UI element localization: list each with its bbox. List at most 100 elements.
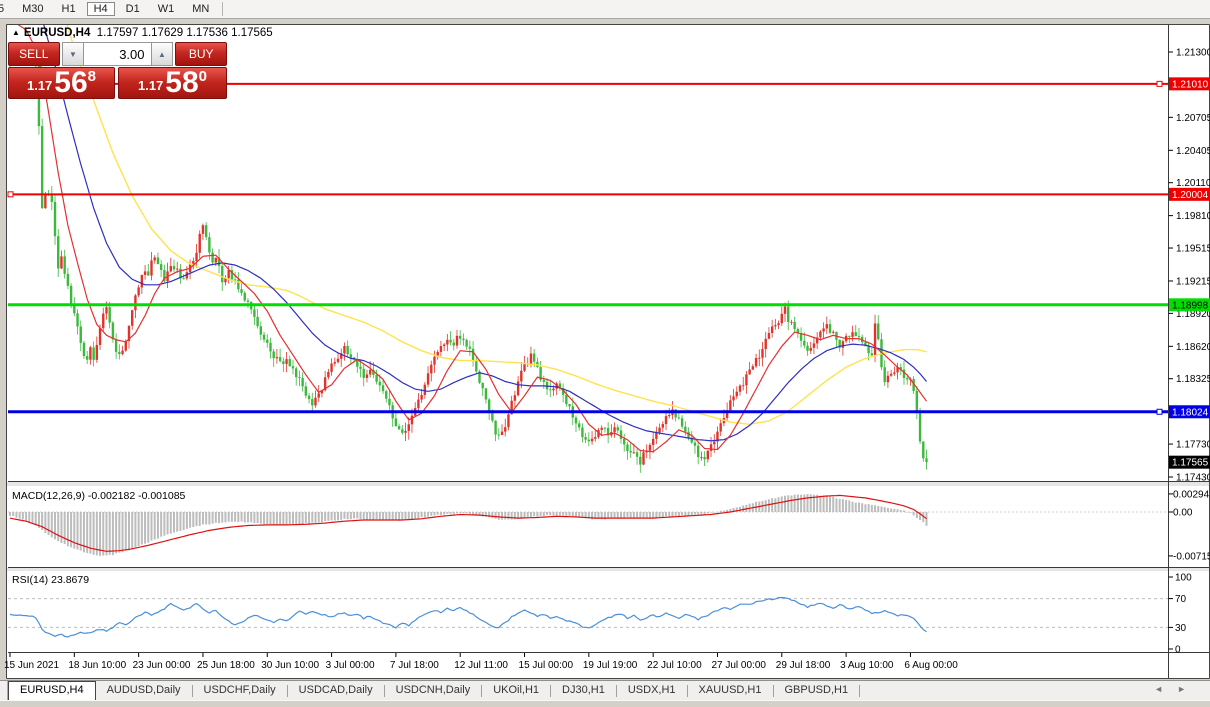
tab-gbpusd-h1[interactable]: GBPUSD,H1: [774, 681, 860, 701]
timeframe-button-W1[interactable]: W1: [151, 2, 182, 16]
macd-name: MACD(12,26,9): [12, 490, 85, 502]
price-tick-1.20705: 1.20705: [1176, 113, 1210, 124]
date-label-12: 29 Jul 18:00: [776, 660, 831, 671]
volume-input[interactable]: 3.00: [84, 42, 150, 66]
tab-dj30-h1[interactable]: DJ30,H1: [551, 681, 616, 701]
macd-indicator-label: MACD(12,26,9) -0.002182 -0.001085: [12, 490, 185, 502]
date-label-1: 18 Jun 10:00: [68, 660, 126, 671]
price-badge-1.18024: 1.18024: [1169, 405, 1210, 418]
price-tick-1.18620: 1.18620: [1176, 342, 1210, 353]
volume-increase-button[interactable]: ▲: [151, 42, 174, 66]
price-tick-1.17430: 1.17430: [1176, 473, 1210, 484]
tab-xauusd-h1[interactable]: XAUUSD,H1: [688, 681, 773, 701]
tab-usdcad-daily[interactable]: USDCAD,Daily: [288, 681, 384, 701]
timeframe-button-M30[interactable]: M30: [15, 2, 50, 16]
tabbar-stub: [0, 681, 8, 701]
buy-button[interactable]: BUY: [175, 42, 227, 66]
date-label-14: 6 Aug 00:00: [904, 660, 958, 671]
sell-price-point: 8: [88, 70, 96, 84]
chart-title: ▲ EURUSD,H4 1.17597 1.17629 1.17536 1.175…: [12, 27, 273, 39]
tab-ukoil-h1[interactable]: UKOil,H1: [482, 681, 550, 701]
toolbar-separator: [222, 2, 223, 16]
hline-handle[interactable]: [1157, 409, 1162, 414]
date-label-7: 12 Jul 11:00: [454, 660, 508, 671]
date-label-6: 7 Jul 18:00: [390, 660, 439, 671]
date-label-3: 25 Jun 18:00: [197, 660, 255, 671]
price-badge-1.20004: 1.20004: [1169, 188, 1210, 201]
buy-price-point: 0: [199, 70, 207, 84]
sell-price-display[interactable]: 1.17 56 8: [8, 67, 115, 99]
date-label-5: 3 Jul 00:00: [326, 660, 375, 671]
timeframe-button-MN[interactable]: MN: [185, 2, 216, 16]
chevron-up-icon: ▲: [158, 50, 166, 59]
one-click-trade-panel: SELL ▼ 3.00 ▲ BUY 1.17 56 8 1.17 58 0: [8, 42, 227, 99]
svg-text:1.17565: 1.17565: [1172, 458, 1209, 469]
price-tick-1.20110: 1.20110: [1176, 178, 1210, 189]
buy-price-stem: 1.17: [138, 76, 163, 96]
tab-usdchf-daily[interactable]: USDCHF,Daily: [193, 681, 287, 701]
svg-text:1.18024: 1.18024: [1172, 407, 1209, 418]
date-label-2: 23 Jun 00:00: [133, 660, 191, 671]
rsi-tick-30: 30: [1175, 623, 1187, 634]
timeframe-button-H1[interactable]: H1: [55, 2, 83, 16]
ohlc-high: 1.17629: [142, 27, 184, 39]
price-tick-1.19215: 1.19215: [1176, 276, 1210, 287]
macd-value: -0.002182: [88, 490, 135, 502]
ohlc-open: 1.17597: [97, 27, 139, 39]
hline-handle[interactable]: [8, 192, 13, 197]
timeframe-button-5[interactable]: 5: [0, 2, 11, 16]
date-label-8: 15 Jul 00:00: [519, 660, 574, 671]
price-badge-1.17565: 1.17565: [1169, 456, 1210, 469]
sell-price-stem: 1.17: [27, 76, 52, 96]
rsi-tick-100: 100: [1175, 573, 1192, 584]
tab-usdcnh-daily[interactable]: USDCNH,Daily: [385, 681, 482, 701]
hline-handle[interactable]: [1157, 81, 1162, 86]
price-tick-1.21300: 1.21300: [1176, 48, 1210, 59]
macd-tick-0.00: 0.00: [1173, 508, 1193, 519]
date-label-11: 27 Jul 00:00: [711, 660, 766, 671]
volume-decrease-button[interactable]: ▼: [62, 42, 85, 66]
tab-audusd-daily[interactable]: AUDUSD,Daily: [96, 681, 192, 701]
rsi-name: RSI(14): [12, 574, 48, 586]
rsi-value: 23.8679: [51, 574, 89, 586]
buy-price-display[interactable]: 1.17 58 0: [118, 67, 227, 99]
tab-usdx-h1[interactable]: USDX,H1: [617, 681, 687, 701]
chart-background: [7, 25, 1209, 678]
timeframe-button-D1[interactable]: D1: [119, 2, 147, 16]
svg-text:1.18998: 1.18998: [1172, 300, 1209, 311]
date-label-0: 15 Jun 2021: [4, 660, 59, 671]
date-label-4: 30 Jun 10:00: [261, 660, 319, 671]
macd-tick-0.002947: 0.002947: [1173, 489, 1210, 500]
rsi-indicator-label: RSI(14) 23.8679: [12, 574, 89, 586]
rsi-tick-70: 70: [1175, 594, 1187, 605]
sell-price-pips: 56: [54, 69, 87, 96]
buy-price-pips: 58: [165, 69, 198, 96]
timeframe-button-H4[interactable]: H4: [87, 2, 115, 16]
collapse-triangle-icon: ▲: [12, 28, 20, 37]
date-label-9: 19 Jul 19:00: [583, 660, 638, 671]
price-tick-1.20405: 1.20405: [1176, 146, 1210, 157]
symbol-timeframe: EURUSD,H4: [24, 27, 90, 39]
date-label-10: 22 Jul 10:00: [647, 660, 702, 671]
chevron-down-icon: ▼: [69, 50, 77, 59]
macd-signal-value: -0.001085: [138, 490, 185, 502]
price-tick-1.17730: 1.17730: [1176, 440, 1210, 451]
sell-button[interactable]: SELL: [8, 42, 60, 66]
svg-text:1.21010: 1.21010: [1172, 79, 1209, 90]
tab-divider: [859, 685, 860, 697]
ohlc-close: 1.17565: [231, 27, 273, 39]
tab-eurusd-h4[interactable]: EURUSD,H4: [8, 681, 96, 701]
rsi-tick-0: 0: [1175, 645, 1181, 656]
ohlc-low: 1.17536: [186, 27, 228, 39]
svg-text:1.20004: 1.20004: [1172, 190, 1209, 201]
price-tick-1.18325: 1.18325: [1176, 374, 1210, 385]
price-badge-1.21010: 1.21010: [1169, 77, 1210, 90]
tab-scroll-arrows[interactable]: ◄►: [1154, 684, 1200, 694]
price-badge-1.18998: 1.18998: [1169, 298, 1210, 311]
date-label-13: 3 Aug 10:00: [840, 660, 894, 671]
price-tick-1.19515: 1.19515: [1176, 244, 1210, 255]
